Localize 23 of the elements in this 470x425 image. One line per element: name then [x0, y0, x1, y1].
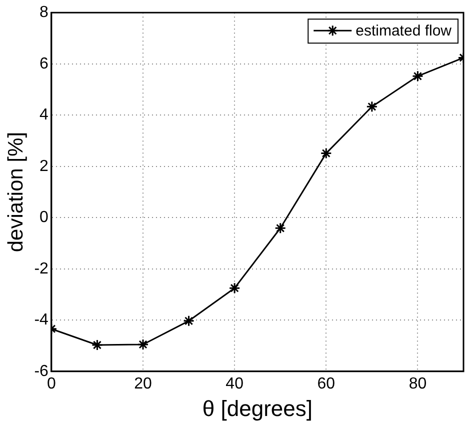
legend-label: estimated flow — [356, 22, 452, 40]
y-tick-label: 4 — [40, 106, 49, 124]
x-tick-label: 80 — [408, 375, 427, 392]
x-tick-label: 20 — [134, 375, 152, 392]
point — [183, 315, 195, 327]
y-tick-label: 8 — [40, 4, 49, 22]
y-tick-label: 2 — [40, 158, 49, 175]
point — [228, 282, 240, 294]
y-axis-title: deviation [%] — [4, 132, 28, 252]
y-tick-label: 6 — [40, 55, 49, 72]
point — [320, 148, 332, 160]
point — [274, 222, 286, 234]
point — [366, 100, 378, 112]
x-axis-title: θ [degrees] — [202, 396, 312, 421]
point — [91, 339, 103, 351]
y-tick-label: -6 — [34, 362, 49, 380]
x-tick-label: 40 — [226, 375, 244, 392]
y-tick-label: 0 — [40, 209, 49, 226]
point — [412, 70, 424, 82]
y-tick-label: -2 — [34, 260, 49, 278]
x-tick-label: 60 — [317, 375, 336, 392]
point — [137, 338, 149, 350]
y-tick-label: -4 — [34, 312, 49, 329]
